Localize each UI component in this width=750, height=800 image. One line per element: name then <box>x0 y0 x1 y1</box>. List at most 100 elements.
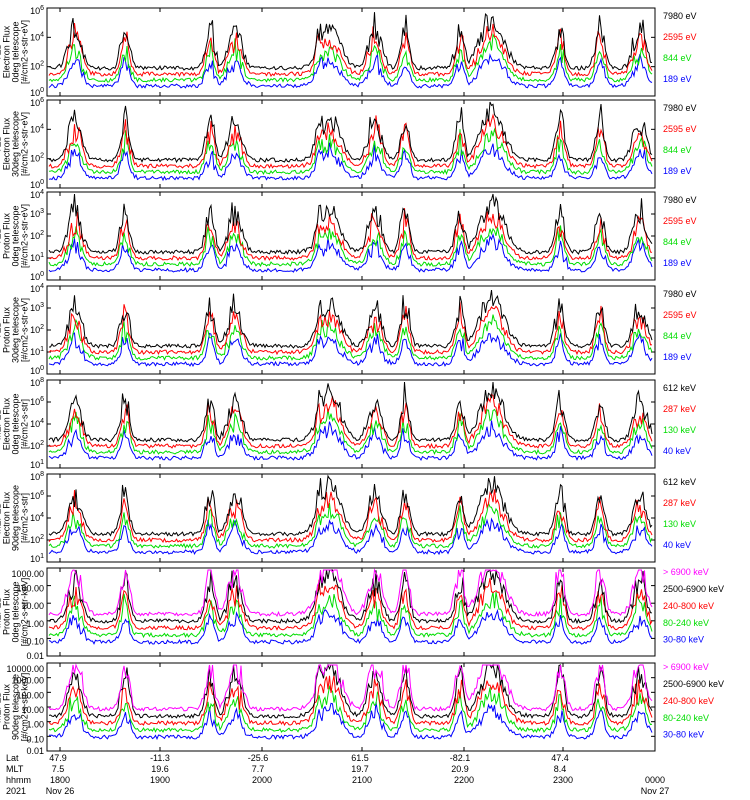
legend-entry: 240-800 keV <box>663 696 714 706</box>
x-axis-value: -25.6 <box>248 753 269 763</box>
y-tick-label: 104 <box>30 418 44 429</box>
series-trace-130-kev <box>48 408 653 456</box>
y-tick-label: 101 <box>30 459 44 470</box>
y-tick-label: 106 <box>30 396 44 407</box>
x-axis-value: 47.9 <box>49 753 67 763</box>
legend-entry: 844 eV <box>663 331 692 341</box>
y-tick-label: 102 <box>30 534 44 545</box>
flux-panel-8: 10000.00 1000.00 100.00 10.00 1.00 0.10 0.01 ME… <box>0 662 724 756</box>
x-axis-value: 47.4 <box>551 753 569 763</box>
panel-ylabel: TEDElectron Flux30deg telescope[#/cm2-s-… <box>0 111 30 177</box>
panel-frame <box>46 7 656 97</box>
x-axis-value: -82.1 <box>450 753 471 763</box>
legend-entry: 2595 eV <box>663 32 697 42</box>
panel-ylabel: TEDProton Flux30deg telescope[#/cm2-s-st… <box>0 297 30 363</box>
series-trace-844-ev <box>48 225 653 268</box>
y-tick-label: 108 <box>30 471 44 482</box>
series-trace-40-kev <box>48 517 653 556</box>
x-axis-value: 2000 <box>252 775 272 785</box>
legend-entry: 844 eV <box>663 145 692 155</box>
y-tick-label: 104 <box>30 283 44 294</box>
series-trace-2595-ev <box>48 301 653 356</box>
legend-entry: 130 keV <box>663 519 696 529</box>
y-tick-label: 102 <box>30 440 44 451</box>
series-trace-240-800-kev <box>48 675 653 727</box>
series-trace-844-ev <box>48 33 653 83</box>
series-trace-189-ev <box>48 232 653 273</box>
y-tick-label: 104 <box>30 123 44 134</box>
y-tick-label: 101 <box>30 346 44 357</box>
x-axis-row-label: hhmm <box>6 775 31 785</box>
legend-entry: 189 eV <box>663 258 692 268</box>
y-tick-label: 100.00 <box>16 584 44 594</box>
series-trace-287-kev <box>48 489 653 544</box>
legend-entry: 7980 eV <box>663 11 697 21</box>
series-trace-189-ev <box>48 52 653 89</box>
series-trace-7980-ev <box>48 193 653 255</box>
x-axis-labels: Lat 47.9 -11.3 -25.6 61.5 -82.1 47.4 MLT 7.5 19.6… <box>6 753 669 796</box>
legend-entry: 2595 eV <box>663 310 697 320</box>
x-axis-value: 20.9 <box>451 764 469 774</box>
y-tick-label: 101 <box>30 252 44 263</box>
y-tick-label: 102 <box>30 153 44 164</box>
panel-frame <box>46 99 656 189</box>
series-trace-7980-ev <box>48 101 653 164</box>
legend-entry: 2595 eV <box>663 124 697 134</box>
series-trace-189-ev <box>48 332 653 368</box>
y-tick-label: 0.01 <box>26 651 44 661</box>
series-trace-844-ev <box>48 127 653 176</box>
series-trace-2595-ev <box>48 23 653 78</box>
y-tick-label: 103 <box>30 302 44 313</box>
series-trace--6900-kev <box>48 663 653 713</box>
x-axis-value: 61.5 <box>351 753 369 763</box>
legend-entry: > 6900 keV <box>663 567 709 577</box>
x-axis-row-label: Lat <box>6 753 19 763</box>
panel-ylabel: MEPEDProton Flux90deg telescope[#/cm2-s-… <box>0 673 30 742</box>
x-axis-value: 19.6 <box>151 764 169 774</box>
y-tick-label: 100 <box>30 365 44 376</box>
y-tick-label: 108 <box>30 377 44 388</box>
series-trace-2500-6900-kev <box>48 569 653 625</box>
y-tick-label: 103 <box>30 208 44 219</box>
y-tick-label: 106 <box>30 5 44 16</box>
y-tick-label: 106 <box>30 490 44 501</box>
y-tick-label: 102 <box>30 230 44 241</box>
series-trace-130-kev <box>48 501 653 550</box>
series-trace-2595-ev <box>48 208 653 262</box>
panel-ylabel: TEDElectron Flux0deg telescope[#/cm2-s-s… <box>0 20 30 84</box>
y-tick-label: 1000.00 <box>11 676 44 686</box>
y-tick-label: 1.00 <box>26 619 44 629</box>
y-tick-label: 101 <box>30 553 44 564</box>
y-tick-label: 10.00 <box>21 705 44 715</box>
panel-ylabel: MEPEDElectron Flux0deg telescope[#/cm2-s… <box>0 393 30 454</box>
legend-entry: 189 eV <box>663 166 692 176</box>
series-trace-30-80-kev <box>48 702 653 741</box>
legend-entry: 2500-6900 keV <box>663 679 724 689</box>
y-tick-label: 102 <box>30 324 44 335</box>
x-axis-value: 1900 <box>150 775 170 785</box>
panel-ylabel: MEPEDElectron Flux90deg telescope[#/cm2-… <box>0 485 30 551</box>
x-axis-row-label: 2021 <box>6 786 26 796</box>
y-tick-label: 0.10 <box>26 734 44 744</box>
legend-entry: 80-240 keV <box>663 713 709 723</box>
y-tick-label: 100 <box>30 87 44 98</box>
y-tick-label: 102 <box>30 61 44 72</box>
series-trace-240-800-kev <box>48 578 653 631</box>
legend-entry: 7980 eV <box>663 103 697 113</box>
flux-panel-7: 1000.00 100.00 10.00 1.00 0.10 0.01 MEPEDProto… <box>0 567 724 661</box>
y-tick-label: 104 <box>30 31 44 42</box>
series-trace-80-240-kev <box>48 684 653 733</box>
y-tick-label: 1.00 <box>26 720 44 730</box>
series-trace-287-kev <box>48 393 653 450</box>
legend-entry: 30-80 keV <box>663 730 704 740</box>
x-axis-value: 2300 <box>553 775 573 785</box>
legend-entry: 612 keV <box>663 383 696 393</box>
y-tick-label: 0.01 <box>26 746 44 756</box>
series-trace-844-ev <box>48 314 653 361</box>
